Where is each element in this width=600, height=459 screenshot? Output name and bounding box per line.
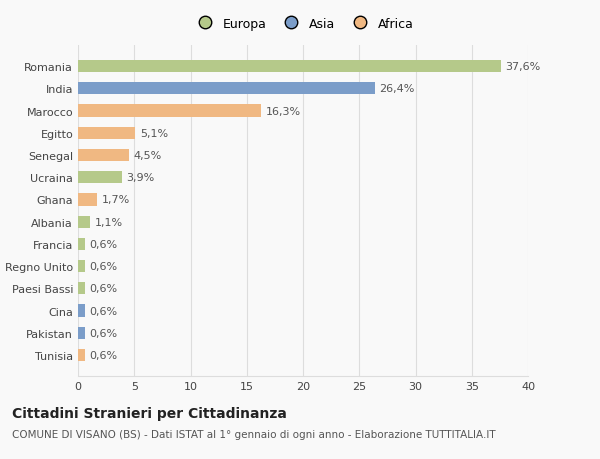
Text: 0,6%: 0,6% <box>89 350 118 360</box>
Text: 0,6%: 0,6% <box>89 306 118 316</box>
Text: 4,5%: 4,5% <box>133 151 161 161</box>
Text: 1,7%: 1,7% <box>101 195 130 205</box>
Bar <box>78 172 122 184</box>
Text: 0,6%: 0,6% <box>89 328 118 338</box>
Bar <box>78 260 85 273</box>
Bar <box>78 283 85 295</box>
Bar <box>78 327 85 339</box>
Bar <box>78 83 375 95</box>
Bar <box>78 238 85 251</box>
Bar <box>78 61 501 73</box>
Text: 5,1%: 5,1% <box>140 129 168 139</box>
Legend: Europa, Asia, Africa: Europa, Asia, Africa <box>190 15 416 33</box>
Bar <box>78 150 128 162</box>
Bar <box>78 349 85 361</box>
Text: 16,3%: 16,3% <box>266 106 301 116</box>
Text: 0,6%: 0,6% <box>89 284 118 294</box>
Text: 1,1%: 1,1% <box>95 217 123 227</box>
Bar <box>78 128 136 140</box>
Text: Cittadini Stranieri per Cittadinanza: Cittadini Stranieri per Cittadinanza <box>12 406 287 420</box>
Bar <box>78 216 91 228</box>
Text: 0,6%: 0,6% <box>89 262 118 272</box>
Bar <box>78 194 97 206</box>
Text: 26,4%: 26,4% <box>379 84 415 94</box>
Bar <box>78 305 85 317</box>
Text: 3,9%: 3,9% <box>127 173 155 183</box>
Text: 0,6%: 0,6% <box>89 240 118 249</box>
Text: COMUNE DI VISANO (BS) - Dati ISTAT al 1° gennaio di ogni anno - Elaborazione TUT: COMUNE DI VISANO (BS) - Dati ISTAT al 1°… <box>12 429 496 439</box>
Text: 37,6%: 37,6% <box>505 62 541 72</box>
Bar <box>78 105 262 118</box>
